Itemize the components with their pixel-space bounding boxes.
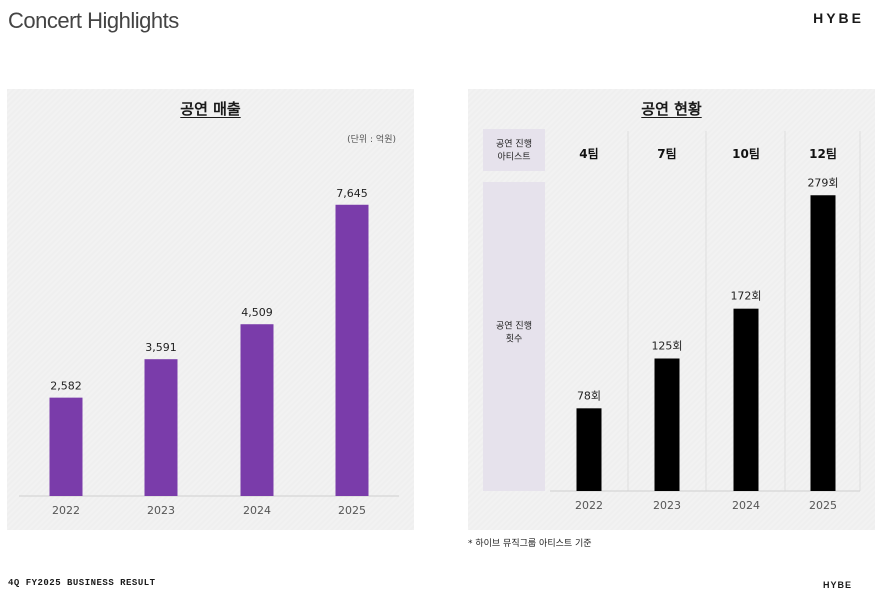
concert-bar-2023 bbox=[654, 358, 680, 491]
artists-row-header-box bbox=[483, 129, 545, 171]
revenue-x-tick: 2022 bbox=[52, 504, 80, 517]
concert-x-tick: 2024 bbox=[732, 499, 760, 512]
concert-x-tick: 2022 bbox=[575, 499, 603, 512]
concert-bar-2024 bbox=[733, 308, 759, 491]
team-count-label: 10팀 bbox=[732, 147, 760, 161]
concert-value-label: 279회 bbox=[807, 176, 838, 189]
count-row-header: 공연 진행 횟수 bbox=[496, 320, 532, 345]
artists-row-header: 공연 진행 아티스트 bbox=[496, 138, 532, 163]
team-count-label: 7팀 bbox=[657, 147, 676, 161]
revenue-bar-2022 bbox=[49, 397, 83, 496]
revenue-value-label: 2,582 bbox=[50, 380, 82, 393]
revenue-bar-2024 bbox=[240, 324, 274, 496]
revenue-value-label: 4,509 bbox=[241, 306, 273, 319]
revenue-bar-2023 bbox=[144, 359, 178, 496]
page-title: Concert Highlights bbox=[8, 8, 179, 33]
brand-logo: HYBE bbox=[813, 10, 864, 26]
revenue-chart-title: 공연 매출 bbox=[180, 100, 241, 118]
concert-value-label: 125회 bbox=[651, 340, 682, 353]
concert-bar-2022 bbox=[576, 408, 602, 491]
concert-x-tick: 2025 bbox=[809, 499, 837, 512]
report-label: 4Q FY2025 BUSINESS RESULT bbox=[8, 578, 156, 588]
revenue-value-label: 3,591 bbox=[145, 341, 177, 354]
revenue-bar-2025 bbox=[335, 204, 369, 496]
concert-x-tick: 2023 bbox=[653, 499, 681, 512]
count-row-header-box bbox=[483, 182, 545, 491]
concert-chart-title: 공연 현황 bbox=[641, 100, 702, 118]
team-count-label: 12팀 bbox=[809, 147, 837, 161]
team-count-label: 4팀 bbox=[579, 147, 598, 161]
concert-value-label: 78회 bbox=[577, 389, 601, 402]
revenue-x-tick: 2025 bbox=[338, 504, 366, 517]
revenue-value-label: 7,645 bbox=[336, 187, 368, 200]
revenue-x-tick: 2024 bbox=[243, 504, 271, 517]
revenue-chart: 2,582 2022 3,591 2023 4,509 2024 7,645 2025 bbox=[19, 187, 399, 517]
footer-logo: HYBE bbox=[822, 580, 852, 590]
revenue-unit-label: (단위 : 억원) bbox=[347, 135, 396, 145]
concert-value-label: 172회 bbox=[730, 290, 761, 303]
revenue-x-tick: 2023 bbox=[147, 504, 175, 517]
revenue-panel: 공연 매출 (단위 : 억원) 2,582 2022 3,591 2023 4,509 2… bbox=[7, 89, 414, 530]
footnote: * 하이브 뮤직그룹 아티스트 기준 bbox=[468, 539, 592, 549]
concert-bar-2025 bbox=[810, 195, 836, 491]
